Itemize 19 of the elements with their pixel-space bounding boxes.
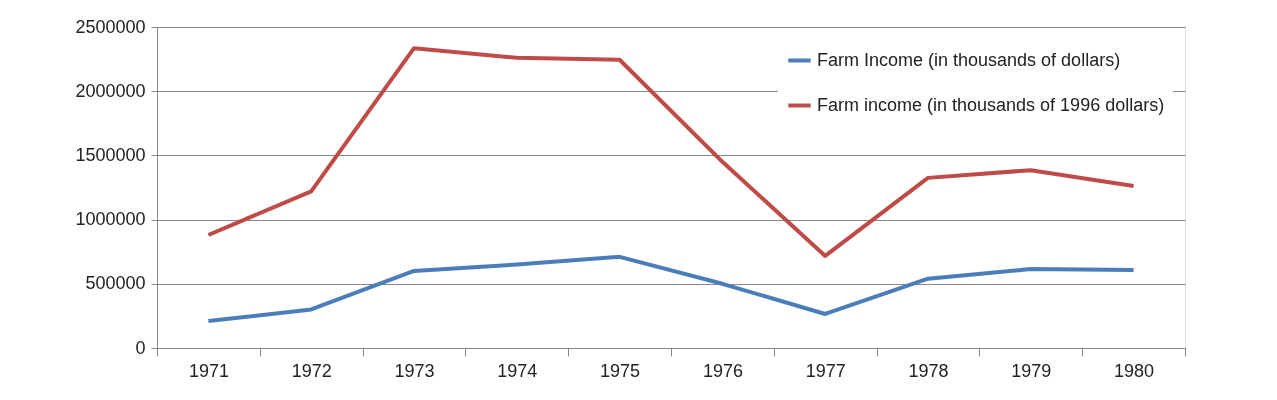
y-tick-label: 0: [135, 337, 146, 358]
x-tick-label: 1976: [702, 360, 743, 381]
legend-label: Farm income (in thousands of 1996 dollars): [817, 94, 1165, 115]
x-tick-label: 1975: [600, 360, 641, 381]
x-tick-label: 1973: [394, 360, 435, 381]
x-tick-label: 1977: [805, 360, 846, 381]
x-tick-label: 1979: [1011, 360, 1052, 381]
x-tick-label: 1972: [291, 360, 332, 381]
x-tick-label: 1978: [908, 360, 949, 381]
legend-label: Farm Income (in thousands of dollars): [817, 49, 1121, 70]
y-tick-label: 500000: [85, 273, 146, 294]
x-tick-label: 1974: [497, 360, 538, 381]
x-tick-label: 1971: [188, 360, 229, 381]
y-tick-label: 2000000: [75, 80, 146, 101]
line-series: [206, 254, 1136, 324]
y-tick-label: 1000000: [75, 209, 146, 230]
x-tick-label: 1980: [1114, 360, 1155, 381]
y-tick-label: 2500000: [75, 16, 146, 37]
y-tick-label: 1500000: [75, 144, 146, 165]
